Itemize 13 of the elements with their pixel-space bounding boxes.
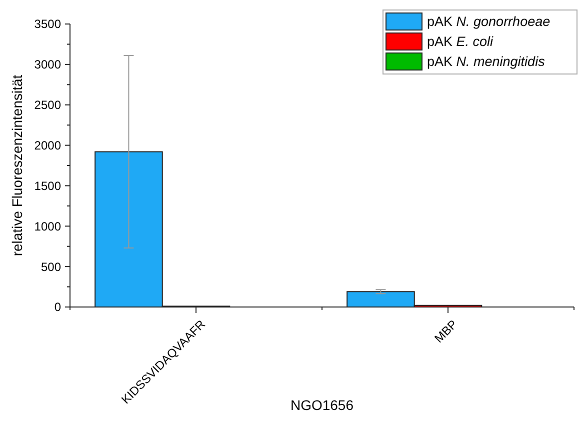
y-tick-label: 3000 <box>34 58 62 72</box>
y-tick-label: 3500 <box>34 17 62 32</box>
y-tick-label: 1000 <box>34 219 62 234</box>
y-tick-label: 500 <box>40 260 62 274</box>
legend-label: pAK E. coli <box>427 34 494 50</box>
legend-label: pAK N. gonorrhoeae <box>427 14 550 30</box>
y-axis-title: relative Fluoreszenzintensität <box>9 74 25 256</box>
y-tick-label: 2000 <box>34 138 62 152</box>
legend-label: pAK N. meningitidis <box>427 54 546 70</box>
y-tick-label: 1500 <box>34 178 62 193</box>
y-tick-label: 0 <box>54 300 62 314</box>
x-axis-title: NGO1656 <box>290 397 354 413</box>
y-tick-label: 2500 <box>34 98 62 112</box>
